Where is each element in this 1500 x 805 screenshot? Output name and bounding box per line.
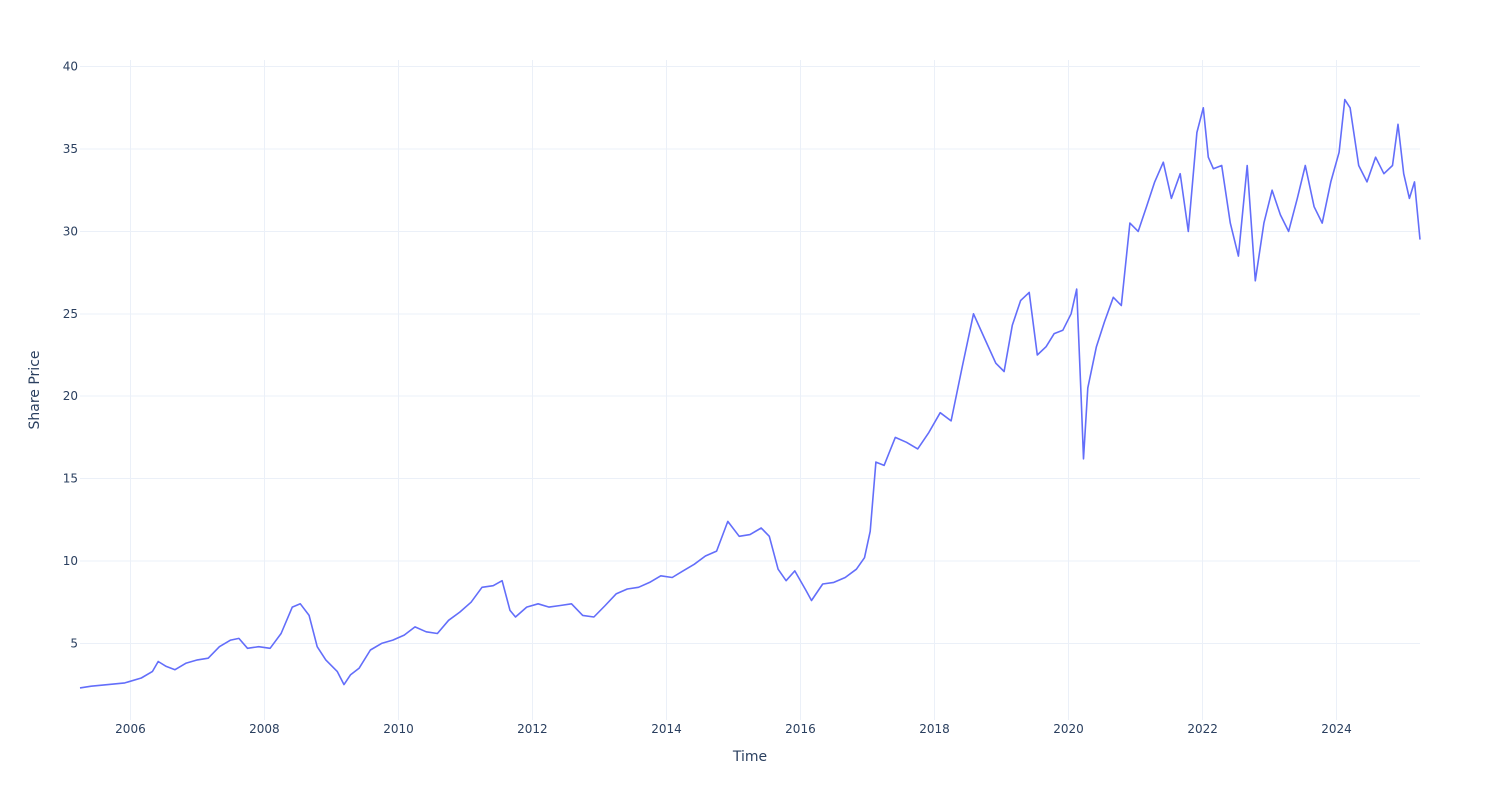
y-tick-label: 20 [63, 389, 78, 403]
x-tick-label: 2020 [1053, 722, 1084, 736]
x-tick-label: 2016 [785, 722, 816, 736]
x-axis-title: Time [732, 749, 767, 765]
x-tick-label: 2008 [249, 722, 280, 736]
y-tick-label: 15 [63, 472, 78, 486]
y-tick-label: 35 [63, 142, 78, 156]
y-tick-label: 5 [70, 636, 78, 650]
x-tick-label: 2018 [919, 722, 950, 736]
y-tick-label: 30 [63, 224, 78, 238]
x-tick-label: 2006 [115, 722, 146, 736]
x-axis-ticks: 2006 2008 2010 2012 2014 2016 2018 2020 2022 2024 [115, 722, 1352, 736]
y-axis-ticks: 5 10 15 20 25 30 35 40 [63, 60, 78, 651]
y-tick-label: 40 [63, 60, 78, 74]
x-tick-label: 2012 [517, 722, 548, 736]
y-tick-label: 10 [63, 554, 78, 568]
x-tick-label: 2022 [1187, 722, 1218, 736]
series-layer [79, 98, 1421, 689]
y-axis-title: Share Price [27, 350, 43, 429]
gridlines [80, 60, 1420, 720]
x-tick-label: 2024 [1321, 722, 1352, 736]
x-tick-label: 2014 [651, 722, 682, 736]
y-tick-label: 25 [63, 307, 78, 321]
x-tick-label: 2010 [383, 722, 414, 736]
share-price-line [79, 98, 1421, 689]
